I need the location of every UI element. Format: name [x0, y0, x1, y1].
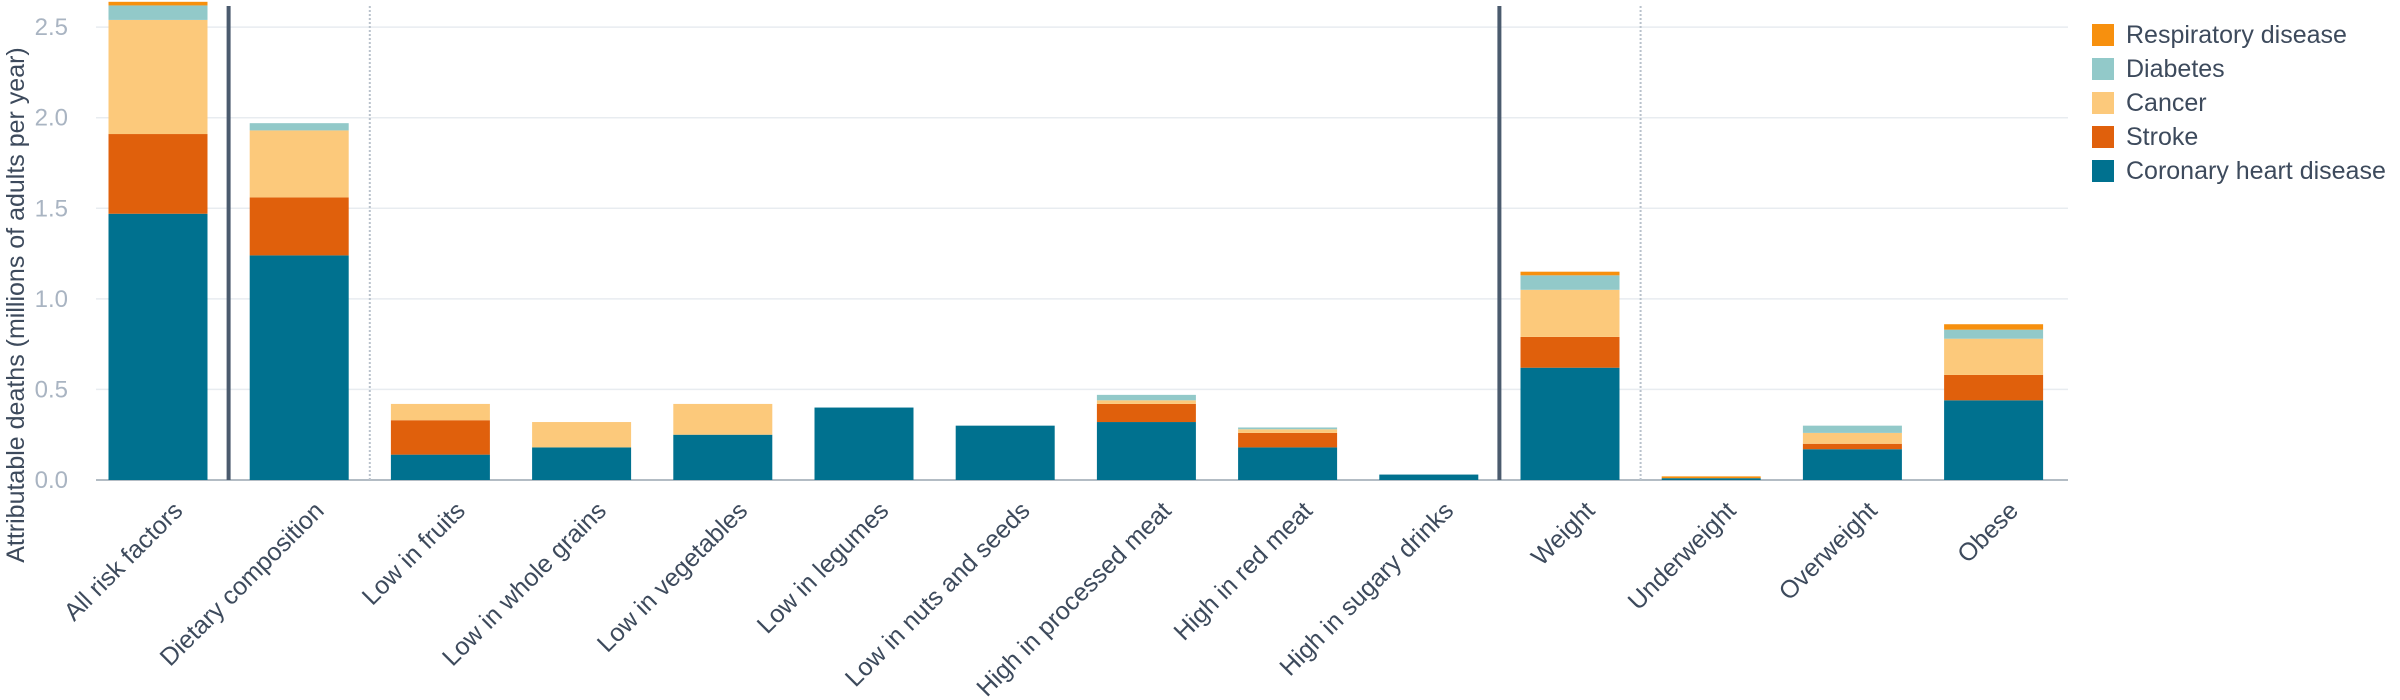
bar-segment — [249, 197, 349, 256]
bar-stack — [955, 425, 1055, 480]
legend-label: Respiratory disease — [2126, 21, 2347, 49]
y-axis-title: Attributable deaths (millions of adults … — [2, 47, 30, 563]
legend: Respiratory disease Diabetes Cancer Stroke C… — [2092, 21, 2386, 185]
bar-segment — [1096, 394, 1196, 401]
bar-stack — [532, 422, 632, 480]
legend-swatch — [2092, 92, 2114, 114]
x-category-label: Low in legumes — [752, 497, 895, 640]
bar-segment — [1802, 449, 1902, 480]
bar-segment — [1096, 400, 1196, 404]
bar-segment — [249, 255, 349, 480]
bar-segment — [1944, 374, 2044, 401]
legend-label: Stroke — [2126, 123, 2198, 151]
x-category-label: High in red meat — [1168, 497, 1318, 647]
bar-segment — [1238, 432, 1338, 448]
x-category-label: Low in vegetables — [592, 497, 753, 658]
bar-segment — [1520, 275, 1620, 290]
legend-item: Coronary heart disease — [2092, 157, 2386, 185]
bar-stack — [1238, 427, 1338, 480]
bar-segment — [108, 5, 208, 20]
legend-swatch — [2092, 58, 2114, 80]
y-axis-ticks: 0.0 0.5 1.0 1.5 2.0 2.5 — [35, 14, 68, 494]
bar-segment — [532, 447, 632, 480]
y-tick-label: 2.5 — [35, 14, 68, 41]
x-category-label: Weight — [1526, 497, 1601, 572]
bar-segment — [1096, 422, 1196, 480]
x-category-label: Low in fruits — [357, 497, 471, 611]
bar-stack — [1802, 425, 1902, 480]
bar-stack — [108, 1, 208, 481]
bar-segment — [249, 130, 349, 198]
bar-segment — [1520, 289, 1620, 337]
legend-swatch — [2092, 24, 2114, 46]
group-separators — [226, 6, 1642, 480]
bar-segment — [1520, 336, 1620, 368]
y-tick-label: 2.0 — [35, 105, 68, 132]
bar-segment — [108, 1, 208, 6]
bar-segment — [673, 434, 773, 480]
bar-segment — [1238, 427, 1338, 430]
bars — [108, 1, 2044, 481]
legend-label: Cancer — [2126, 89, 2207, 117]
bar-segment — [532, 422, 632, 448]
x-category-label: Overweight — [1774, 497, 1883, 606]
bar-segment — [249, 123, 349, 131]
bar-stack — [1096, 394, 1196, 480]
x-category-label: Obese — [1952, 497, 2024, 569]
bar-stack — [1661, 476, 1761, 480]
bar-segment — [390, 403, 490, 421]
bar-segment — [1944, 324, 2044, 330]
x-category-label: Underweight — [1623, 497, 1742, 616]
bar-segment — [1802, 425, 1902, 433]
bar-segment — [1379, 474, 1479, 480]
bar-segment — [390, 454, 490, 480]
bar-segment — [1944, 400, 2044, 480]
legend-swatch — [2092, 160, 2114, 182]
bar-segment — [108, 134, 208, 214]
bar-segment — [1520, 367, 1620, 480]
bar-stack — [814, 407, 914, 480]
legend-label: Coronary heart disease — [2126, 157, 2386, 185]
y-tick-label: 0.0 — [35, 467, 68, 494]
bar-segment — [814, 407, 914, 480]
y-tick-label: 0.5 — [35, 376, 68, 403]
x-category-label: All risk factors — [59, 497, 189, 627]
bar-segment — [1520, 271, 1620, 276]
legend-item: Respiratory disease — [2092, 21, 2347, 49]
bar-stack — [249, 123, 349, 480]
bar-segment — [1944, 329, 2044, 339]
bar-segment — [673, 403, 773, 435]
legend-item: Cancer — [2092, 89, 2207, 117]
bar-stack — [673, 403, 773, 480]
y-tick-label: 1.5 — [35, 195, 68, 222]
bar-segment — [108, 19, 208, 135]
bar-segment — [1802, 432, 1902, 444]
bar-segment — [1661, 478, 1761, 480]
bar-segment — [1096, 403, 1196, 423]
bar-segment — [390, 420, 490, 455]
bar-stack — [390, 403, 490, 480]
legend-swatch — [2092, 126, 2114, 148]
bar-segment — [955, 425, 1055, 480]
bar-stack — [1944, 324, 2044, 480]
legend-item: Diabetes — [2092, 55, 2225, 83]
bar-segment — [1944, 338, 2044, 375]
bar-stack — [1520, 271, 1620, 480]
legend-label: Diabetes — [2126, 55, 2225, 83]
bar-segment — [1238, 429, 1338, 433]
y-tick-label: 1.0 — [35, 286, 68, 313]
bar-stack — [1379, 474, 1479, 480]
bar-segment — [1238, 447, 1338, 480]
bar-segment — [1661, 476, 1761, 479]
bar-segment — [1802, 443, 1902, 450]
legend-item: Stroke — [2092, 123, 2198, 151]
bar-segment — [108, 213, 208, 481]
